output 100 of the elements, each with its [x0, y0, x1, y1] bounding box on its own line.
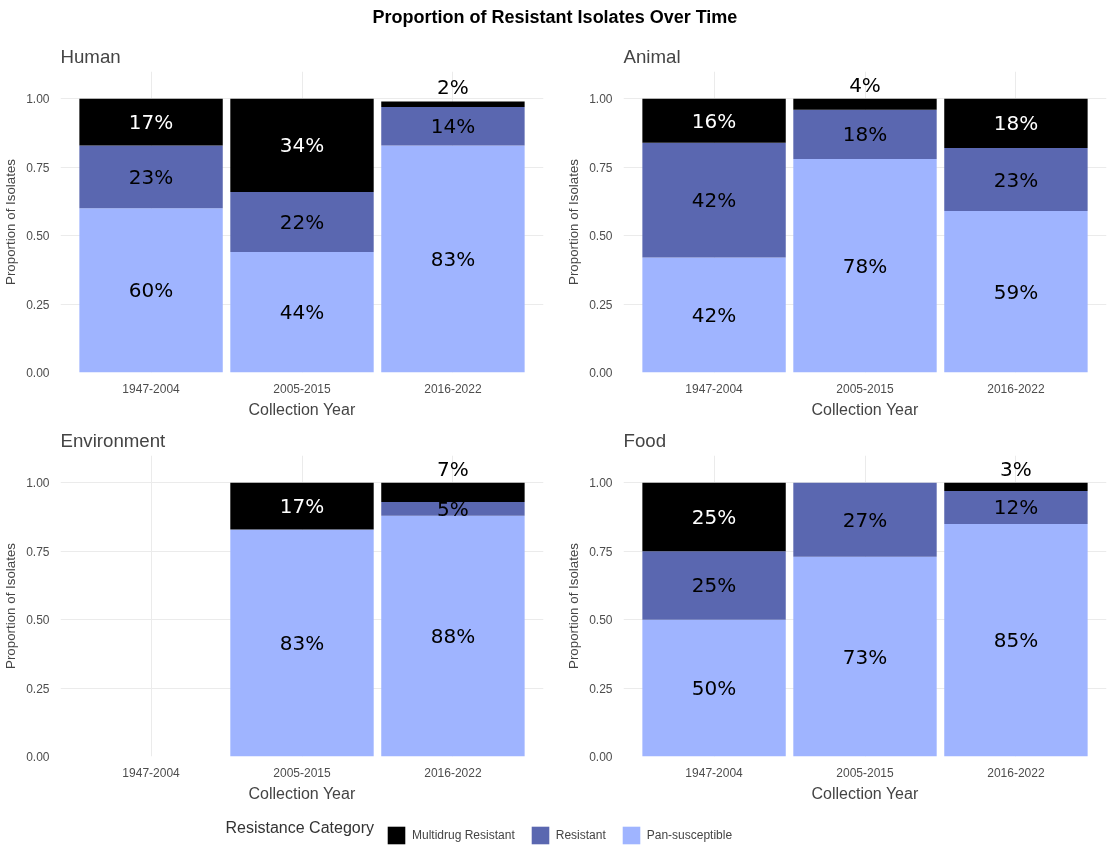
y-tick-label: 1.00 [26, 92, 50, 107]
bar [381, 101, 525, 107]
data-label: 60% [128, 278, 174, 303]
y-tick-label: 0.75 [26, 160, 50, 175]
data-label: 18% [993, 111, 1039, 136]
y-tick-label: 0.00 [589, 365, 613, 380]
bar [642, 98, 786, 143]
legend-title: Resistance Category [225, 818, 375, 836]
bar [793, 109, 937, 159]
data-label: 12% [993, 495, 1039, 520]
data-label: 23% [128, 164, 174, 189]
data-label: 42% [691, 302, 737, 327]
bar [79, 145, 223, 209]
bar [642, 142, 786, 258]
bar [793, 98, 937, 110]
y-axis-title: Proportion of Isolates [3, 542, 19, 669]
x-axis-title: Collection Year [811, 400, 919, 418]
data-label: 78% [842, 253, 888, 278]
y-tick-label: 0.50 [589, 228, 613, 243]
bar [230, 529, 374, 757]
text: Proportion of Resistant Isolates Over Time [372, 6, 738, 29]
bar [793, 556, 937, 757]
data-label: 23% [993, 167, 1039, 192]
chart-title: Environment [60, 429, 167, 451]
data-label: 44% [279, 300, 325, 324]
bar [230, 191, 374, 252]
y-axis-title: Proportion of Isolates [566, 158, 582, 285]
bar [230, 251, 374, 373]
y-tick-label: 1.00 [589, 476, 613, 491]
bar [642, 257, 786, 373]
y-axis-title: Proportion of Isolates [3, 158, 19, 285]
legend-label: Resistant [555, 827, 606, 842]
data-label: 22% [279, 209, 325, 234]
data-label: 25% [691, 504, 737, 529]
x-tick-label: 2005-2015 [836, 381, 895, 396]
x-tick-label: 2005-2015 [836, 765, 895, 780]
bar [793, 158, 937, 373]
x-tick-label: 1947-2004 [685, 381, 744, 396]
data-label: 88% [430, 623, 476, 648]
x-axis-title: Collection Year [811, 784, 919, 802]
y-tick-label: 0.25 [26, 297, 50, 312]
data-label: 85% [993, 627, 1039, 652]
x-axis-title: Collection Year [248, 400, 356, 418]
chart-title: Human [60, 45, 121, 67]
data-label: 17% [128, 109, 174, 134]
data-label: 18% [842, 122, 888, 147]
y-tick-label: 0.50 [26, 612, 50, 627]
y-tick-label: 0.75 [589, 160, 613, 175]
bar [944, 210, 1088, 373]
x-tick-label: 2016-2022 [987, 381, 1045, 396]
data-label: 14% [430, 113, 476, 138]
bar [230, 98, 374, 192]
bar [381, 501, 525, 516]
y-tick-label: 0.50 [589, 612, 613, 627]
y-tick-label: 0.00 [26, 365, 50, 380]
data-label: 16% [691, 108, 737, 133]
y-tick-label: 1.00 [589, 92, 613, 107]
y-tick-label: 0.75 [589, 544, 613, 559]
data-label: 34% [279, 133, 325, 158]
bar [381, 515, 525, 757]
bar [381, 145, 525, 373]
data-label: 50% [691, 675, 737, 700]
y-axis-title: Proportion of Isolates [566, 542, 582, 669]
legend-label: Multidrug Resistant [412, 827, 515, 842]
data-label: 4% [849, 72, 881, 97]
y-tick-label: 0.25 [589, 297, 613, 312]
bar [79, 208, 223, 373]
data-label: 83% [279, 630, 325, 655]
y-tick-label: 0.75 [26, 544, 50, 559]
bar [642, 482, 786, 551]
bar [230, 482, 374, 530]
bar [381, 482, 525, 502]
data-label: 2% [437, 75, 469, 100]
legend-label: Pan-susceptible [646, 827, 733, 842]
data-label: 25% [691, 573, 737, 598]
bar [944, 523, 1088, 757]
data-label: 59% [993, 279, 1039, 304]
x-tick-label: 2016-2022 [987, 765, 1045, 780]
bar [79, 98, 223, 146]
y-tick-label: 0.25 [26, 681, 50, 696]
x-tick-label: 1947-2004 [685, 765, 744, 780]
bar [381, 106, 525, 146]
data-label: 3% [1000, 456, 1032, 481]
bar [944, 147, 1088, 211]
y-tick-label: 1.00 [26, 476, 50, 491]
data-label: 17% [279, 493, 325, 518]
bar [944, 490, 1088, 524]
y-tick-label: 0.25 [589, 681, 613, 696]
data-label: 83% [430, 246, 476, 271]
data-label: 5% [437, 496, 469, 521]
x-tick-label: 2016-2022 [424, 765, 482, 780]
bar [793, 482, 937, 557]
data-label: 27% [842, 507, 888, 532]
data-label: 42% [691, 187, 737, 212]
data-label: 7% [437, 456, 469, 481]
x-axis-title: Collection Year [248, 784, 356, 802]
bar [642, 619, 786, 757]
chart-title: Food [623, 429, 667, 451]
x-tick-label: 2016-2022 [424, 381, 482, 396]
x-tick-label: 2005-2015 [273, 381, 332, 396]
